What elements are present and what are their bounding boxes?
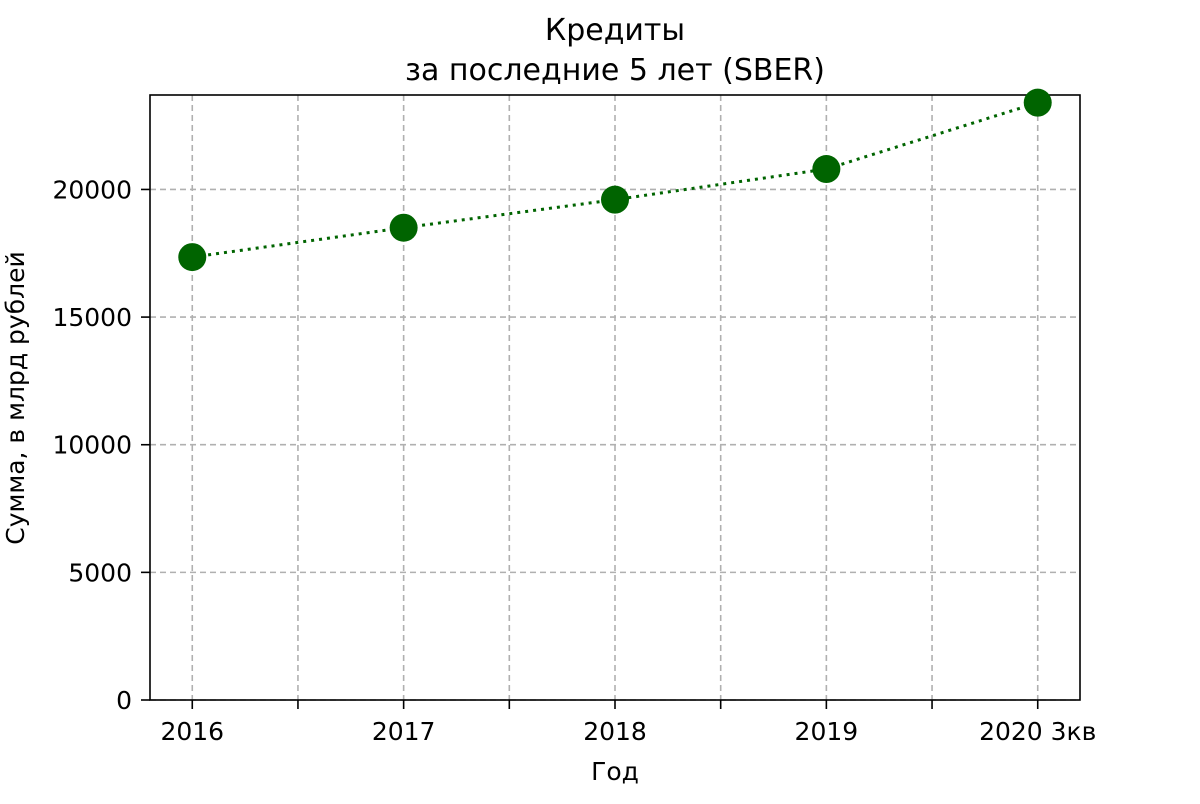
data-point [389, 213, 418, 242]
y-axis-label: Сумма, в млрд рублей [1, 251, 30, 545]
x-axis-label: Год [591, 757, 639, 786]
y-tick-label: 20000 [52, 175, 132, 204]
x-tick-label: 2018 [583, 717, 647, 746]
data-point [812, 155, 841, 184]
data-point [178, 243, 207, 272]
chart-subtitle: за последние 5 лет (SBER) [405, 53, 825, 88]
y-tick-label: 10000 [52, 431, 132, 460]
x-tick-label: 2020 3кв [979, 717, 1096, 746]
y-tick-label: 0 [116, 686, 132, 715]
x-tick-label: 2019 [795, 717, 859, 746]
x-tick-label: 2017 [372, 717, 436, 746]
data-point [601, 185, 629, 214]
chart-title: Кредиты [545, 13, 685, 48]
x-tick-label: 2016 [160, 717, 224, 746]
ticks: 2016 2017 2018 2019 2020 3кв 0 5000 10000 15000 2… [52, 175, 1096, 746]
y-tick-label: 5000 [68, 558, 132, 587]
series [178, 88, 1052, 272]
y-tick-label: 15000 [52, 303, 132, 332]
data-point [1023, 88, 1052, 117]
